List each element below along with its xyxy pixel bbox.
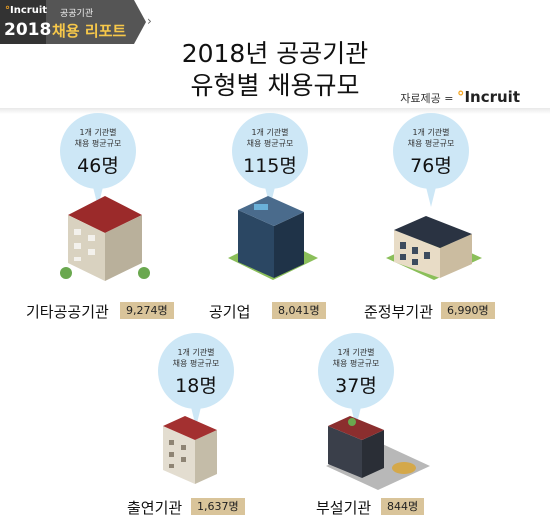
avg-bubble: 1개 기관별 채용 평균규모 115명 — [232, 113, 308, 207]
office-tower-icon — [228, 196, 318, 280]
avg-value: 76명 — [410, 155, 452, 177]
avg-bubble: 1개 기관별 채용 평균규모 18명 — [158, 333, 234, 427]
institute-icon — [163, 416, 217, 484]
chevron-right-icon: › — [147, 14, 152, 28]
avg-bubble: 1개 기관별 채용 평균규모 37명 — [318, 333, 394, 427]
building-icon — [60, 196, 150, 281]
avg-value: 46명 — [77, 155, 119, 177]
group-total-badge: 1,637명 — [191, 498, 245, 515]
avg-value: 18명 — [175, 375, 217, 397]
group-total-badge: 844명 — [381, 498, 425, 515]
divider — [0, 108, 550, 114]
group-name: 기타공공기관 — [26, 303, 109, 321]
incruit-logo: °Incruit — [456, 88, 520, 106]
badge-report: 채용 리포트 — [52, 22, 127, 40]
research-campus-icon — [326, 416, 430, 490]
group-name: 출연기관 — [127, 499, 183, 517]
avg-value: 37명 — [335, 375, 377, 397]
group-total-badge: 8,041명 — [272, 302, 326, 319]
mansion-icon — [386, 216, 482, 280]
group-name: 준정부기관 — [364, 303, 434, 321]
group-name: 공기업 — [209, 303, 251, 321]
badge-year: 2018 — [4, 20, 52, 40]
avg-bubble: 1개 기관별 채용 평균규모 46명 — [60, 113, 136, 207]
source-label: 자료제공 = — [400, 92, 454, 105]
badge-subtitle: 공공기관 — [60, 9, 94, 19]
avg-bubble: 1개 기관별 채용 평균규모 76명 — [393, 113, 469, 207]
avg-value: 115명 — [243, 155, 297, 177]
page-title-line1: 2018년 공공기관 — [181, 39, 369, 68]
group-total-badge: 9,274명 — [120, 302, 174, 319]
source-credit: 자료제공 = °Incruit — [400, 88, 520, 106]
incruit-logo-small: °Incruit — [5, 5, 48, 16]
group-total-badge: 6,990명 — [441, 302, 495, 319]
page-title-line2: 유형별 채용규모 — [190, 71, 360, 100]
report-badge: °Incruit 2018 공공기관 채용 리포트 › — [0, 0, 160, 44]
group-name: 부설기관 — [316, 499, 372, 517]
